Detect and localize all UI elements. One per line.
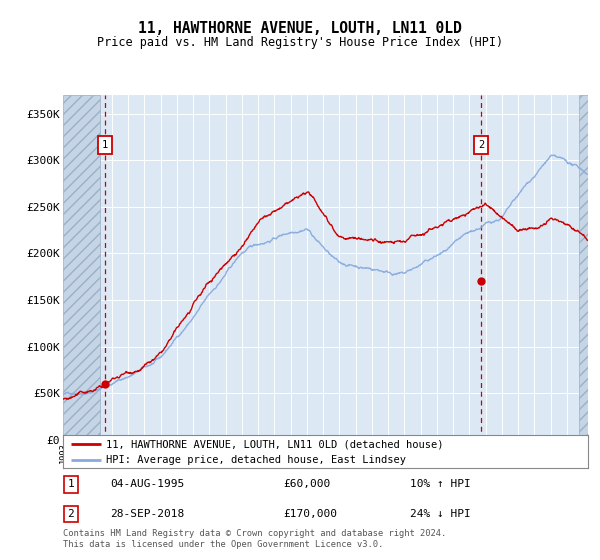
Text: 2: 2 <box>67 509 74 519</box>
Text: HPI: Average price, detached house, East Lindsey: HPI: Average price, detached house, East… <box>106 455 406 465</box>
Text: £60,000: £60,000 <box>284 479 331 489</box>
Text: 04-AUG-1995: 04-AUG-1995 <box>110 479 185 489</box>
Text: 1: 1 <box>67 479 74 489</box>
Text: 2: 2 <box>478 140 484 150</box>
Text: Price paid vs. HM Land Registry's House Price Index (HPI): Price paid vs. HM Land Registry's House … <box>97 36 503 49</box>
Text: 11, HAWTHORNE AVENUE, LOUTH, LN11 0LD (detached house): 11, HAWTHORNE AVENUE, LOUTH, LN11 0LD (d… <box>106 439 443 449</box>
Text: 24% ↓ HPI: 24% ↓ HPI <box>409 509 470 519</box>
Text: 28-SEP-2018: 28-SEP-2018 <box>110 509 185 519</box>
Text: 10% ↑ HPI: 10% ↑ HPI <box>409 479 470 489</box>
Bar <box>63 95 100 440</box>
Text: 1: 1 <box>102 140 108 150</box>
Text: Contains HM Land Registry data © Crown copyright and database right 2024.
This d: Contains HM Land Registry data © Crown c… <box>63 529 446 549</box>
Text: 11, HAWTHORNE AVENUE, LOUTH, LN11 0LD: 11, HAWTHORNE AVENUE, LOUTH, LN11 0LD <box>138 21 462 36</box>
Bar <box>579 95 588 440</box>
Text: £170,000: £170,000 <box>284 509 337 519</box>
